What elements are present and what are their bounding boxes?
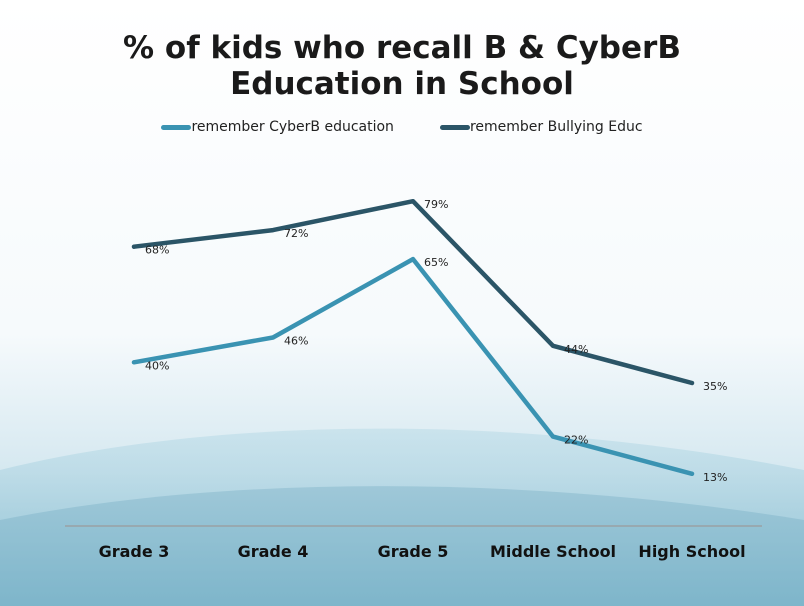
- data-label: 65%: [424, 256, 448, 269]
- x-tick-label: Grade 5: [378, 542, 449, 561]
- data-point: [690, 471, 694, 476]
- x-tick-label: Grade 3: [99, 542, 170, 561]
- x-tick-label: High School: [638, 542, 745, 561]
- data-label: 13%: [703, 471, 727, 484]
- data-label: 46%: [284, 335, 308, 348]
- legend-swatch-bullying: [439, 124, 470, 130]
- data-point: [551, 343, 555, 348]
- legend-label-cyberb: remember CyberB education: [191, 119, 394, 135]
- chart-title-line: Education in School: [230, 66, 574, 102]
- chart-title: % of kids who recall B & CyberB Educatio…: [0, 30, 804, 102]
- data-point: [551, 434, 555, 439]
- series-line-0: [131, 256, 695, 477]
- legend-label-bullying: remember Bullying Educ: [469, 119, 643, 135]
- data-label: 40%: [145, 359, 169, 372]
- data-label: 68%: [145, 244, 169, 257]
- data-point: [411, 257, 415, 262]
- data-point: [411, 199, 415, 204]
- chart-legend: remember CyberB education remember Bully…: [0, 119, 804, 135]
- data-label: 35%: [703, 380, 727, 393]
- series-line-1: [131, 198, 695, 386]
- data-point: [271, 335, 275, 340]
- data-label: 22%: [564, 434, 588, 447]
- decorative-wave: [0, 428, 804, 606]
- x-tick-label: Grade 4: [238, 542, 309, 561]
- data-label: 79%: [424, 198, 448, 211]
- data-label: 72%: [284, 227, 308, 240]
- x-tick-label: Middle School: [490, 542, 616, 561]
- legend-item-bullying: remember Bullying Educ: [439, 119, 643, 135]
- data-point: [132, 360, 136, 365]
- data-point: [690, 381, 694, 385]
- legend-swatch-cyberb: [161, 124, 192, 130]
- chart-title-line: % of kids who recall B & CyberB: [123, 30, 681, 66]
- data-label: 44%: [564, 343, 588, 356]
- decorative-wave: [0, 486, 804, 606]
- data-point: [271, 228, 275, 233]
- legend-item-cyberb: remember CyberB education: [161, 119, 394, 135]
- data-point: [132, 244, 136, 249]
